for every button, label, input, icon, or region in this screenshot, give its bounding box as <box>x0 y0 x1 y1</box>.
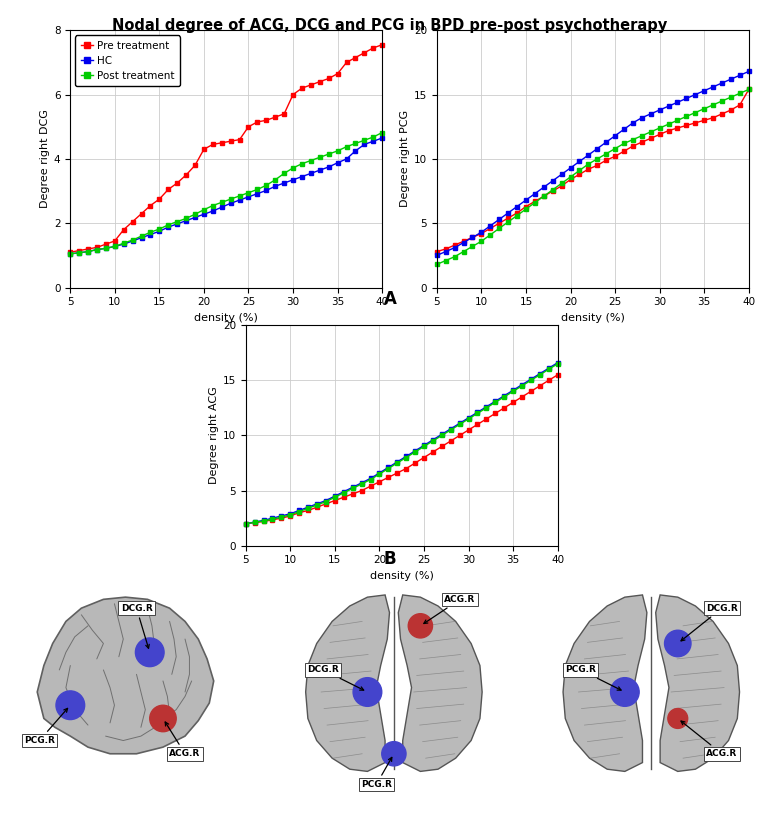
Text: ACG.R: ACG.R <box>165 722 200 758</box>
Circle shape <box>668 708 688 729</box>
X-axis label: density (%): density (%) <box>370 571 434 581</box>
Text: ACG.R: ACG.R <box>424 595 476 623</box>
Text: B: B <box>384 550 396 568</box>
PathPatch shape <box>563 595 647 771</box>
PathPatch shape <box>37 597 214 754</box>
PathPatch shape <box>399 595 482 771</box>
Text: PCG.R: PCG.R <box>24 708 68 745</box>
Text: ACG.R: ACG.R <box>681 721 738 758</box>
Text: Nodal degree of ACG, DCG and PCG in BPD pre-post psychotherapy: Nodal degree of ACG, DCG and PCG in BPD … <box>112 18 668 33</box>
Circle shape <box>408 614 432 638</box>
Circle shape <box>56 691 85 720</box>
Text: DCG.R: DCG.R <box>681 604 738 641</box>
Text: PCG.R: PCG.R <box>566 665 621 690</box>
Y-axis label: Degree right ACG: Degree right ACG <box>208 386 218 484</box>
Circle shape <box>353 677 381 707</box>
Circle shape <box>150 705 176 732</box>
Text: DCG.R: DCG.R <box>307 665 363 690</box>
X-axis label: density (%): density (%) <box>561 313 625 323</box>
Text: A: A <box>384 290 396 308</box>
PathPatch shape <box>656 595 739 771</box>
Circle shape <box>136 638 164 667</box>
Circle shape <box>611 677 639 707</box>
PathPatch shape <box>306 595 389 771</box>
Circle shape <box>381 742 406 766</box>
Circle shape <box>665 630 691 657</box>
Legend: Pre treatment, HC, Post treatment: Pre treatment, HC, Post treatment <box>76 35 180 87</box>
Text: DCG.R: DCG.R <box>121 604 152 649</box>
Y-axis label: Degree right DCG: Degree right DCG <box>40 109 50 208</box>
Y-axis label: Degree right PCG: Degree right PCG <box>399 110 410 208</box>
Text: PCG.R: PCG.R <box>361 757 392 789</box>
X-axis label: density (%): density (%) <box>194 313 258 323</box>
